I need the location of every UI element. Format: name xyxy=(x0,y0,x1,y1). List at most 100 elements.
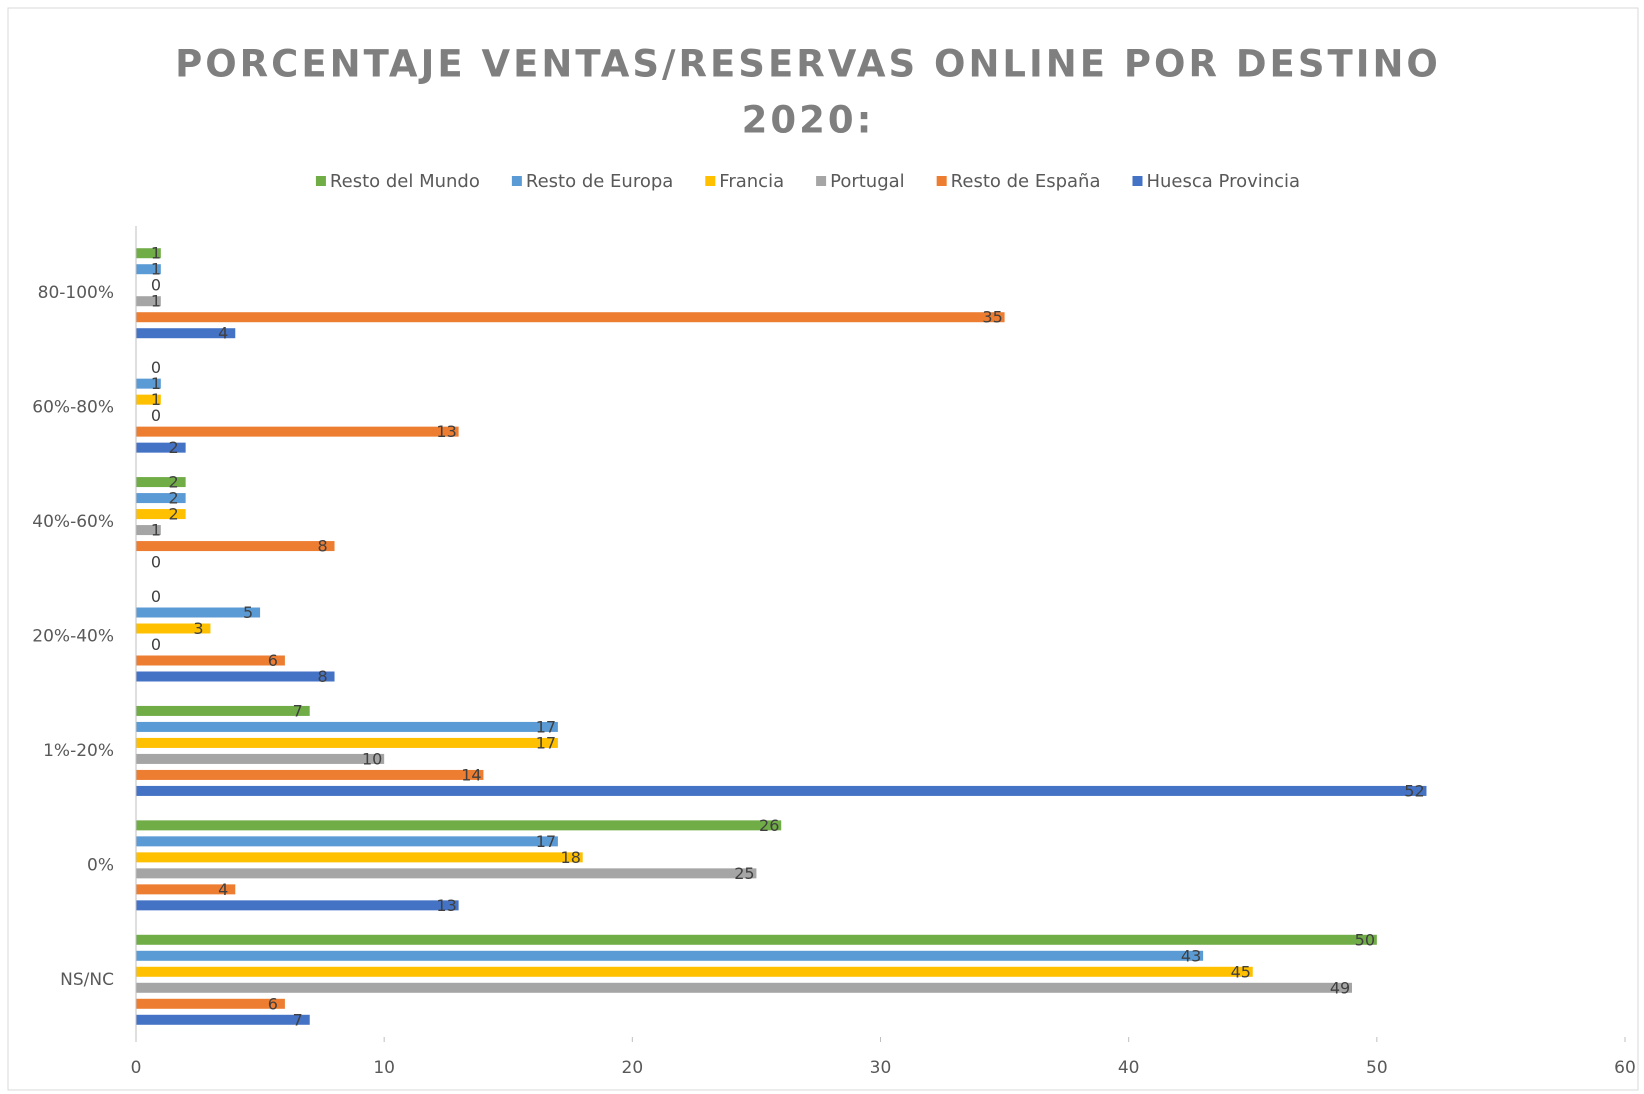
data-label: 8 xyxy=(317,667,327,686)
bar xyxy=(136,769,484,780)
bar xyxy=(136,753,385,764)
bar xyxy=(136,721,558,732)
bar xyxy=(136,394,161,405)
bar xyxy=(136,248,161,259)
data-label: 43 xyxy=(1181,946,1201,965)
bar xyxy=(136,737,558,748)
y-tick-label: 20%-40% xyxy=(32,627,114,647)
data-label: 6 xyxy=(268,651,278,670)
bar xyxy=(136,982,1353,993)
data-label: 1 xyxy=(151,260,161,279)
data-label: 1 xyxy=(151,521,161,540)
bar xyxy=(136,493,186,504)
legend-label: Resto de España xyxy=(951,171,1101,192)
data-label: 5 xyxy=(243,603,253,622)
bar xyxy=(136,998,285,1009)
x-tick-label: 50 xyxy=(1366,1058,1388,1078)
data-label: 49 xyxy=(1330,978,1350,997)
legend-swatch xyxy=(315,176,326,186)
bar xyxy=(136,442,186,453)
bar xyxy=(136,836,558,847)
data-label: 1 xyxy=(151,374,161,393)
bar xyxy=(136,868,757,879)
data-label: 0 xyxy=(151,587,161,606)
data-label: 14 xyxy=(461,765,481,784)
legend-label: Resto del Mundo xyxy=(330,171,480,192)
data-label: 17 xyxy=(536,832,556,851)
data-label: 45 xyxy=(1231,962,1251,981)
data-label: 13 xyxy=(436,896,456,915)
data-label: 0 xyxy=(151,276,161,295)
data-label: 26 xyxy=(759,816,779,835)
data-label: 13 xyxy=(436,422,456,441)
x-tick-label: 20 xyxy=(622,1058,644,1078)
y-tick-label: 1%-20% xyxy=(43,741,114,761)
chart-title: PORCENTAJE VENTAS/RESERVAS ONLINE POR DE… xyxy=(175,43,1441,86)
bar xyxy=(136,671,335,682)
data-label: 18 xyxy=(561,848,581,867)
bar xyxy=(136,378,161,389)
bar xyxy=(136,934,1377,945)
bar xyxy=(136,477,186,488)
bar xyxy=(136,541,335,552)
data-label: 3 xyxy=(193,619,203,638)
x-tick-label: 0 xyxy=(131,1058,142,1078)
bar xyxy=(136,900,459,911)
data-label: 8 xyxy=(317,537,327,556)
bar xyxy=(136,884,236,895)
y-tick-label: 80-100% xyxy=(38,283,114,303)
data-label: 0 xyxy=(151,635,161,654)
bar xyxy=(136,312,1005,323)
legend-swatch xyxy=(705,176,716,186)
bar xyxy=(136,328,236,339)
data-label: 10 xyxy=(362,749,382,768)
bar xyxy=(136,623,211,634)
data-label: 35 xyxy=(982,308,1002,327)
bar xyxy=(136,785,1427,796)
y-tick-label: 40%-60% xyxy=(32,512,114,532)
legend-swatch xyxy=(936,176,947,186)
chart-title: 2020: xyxy=(742,99,875,142)
data-label: 0 xyxy=(151,406,161,425)
legend-label: Huesca Provincia xyxy=(1146,171,1300,192)
data-label: 7 xyxy=(293,701,303,720)
data-label: 2 xyxy=(169,505,179,524)
bar xyxy=(136,1014,310,1025)
bar xyxy=(136,426,459,437)
data-label: 4 xyxy=(218,324,228,343)
legend-label: Francia xyxy=(719,171,784,192)
legend-swatch xyxy=(1132,176,1143,186)
bar xyxy=(136,296,161,307)
bar xyxy=(136,966,1253,977)
bar xyxy=(136,655,285,666)
data-label: 17 xyxy=(536,733,556,752)
data-label: 6 xyxy=(268,994,278,1013)
data-label: 0 xyxy=(151,553,161,572)
data-label: 50 xyxy=(1355,930,1375,949)
data-label: 1 xyxy=(151,292,161,311)
bar xyxy=(136,820,782,831)
x-tick-label: 10 xyxy=(373,1058,395,1078)
x-tick-label: 40 xyxy=(1118,1058,1140,1078)
y-tick-label: NS/NC xyxy=(60,970,114,990)
data-label: 17 xyxy=(536,717,556,736)
legend-label: Portugal xyxy=(830,171,905,192)
bar xyxy=(136,705,310,716)
x-tick-label: 60 xyxy=(1614,1058,1636,1078)
legend-swatch xyxy=(816,176,827,186)
data-label: 1 xyxy=(151,244,161,263)
data-label: 25 xyxy=(734,864,754,883)
data-label: 2 xyxy=(169,473,179,492)
data-label: 52 xyxy=(1404,781,1424,800)
y-tick-label: 60%-80% xyxy=(32,398,114,418)
data-label: 7 xyxy=(293,1010,303,1029)
bar xyxy=(136,509,186,520)
x-tick-label: 30 xyxy=(870,1058,892,1078)
y-tick-label: 0% xyxy=(87,855,114,875)
bar xyxy=(136,264,161,275)
legend-swatch xyxy=(511,176,522,186)
data-label: 4 xyxy=(218,880,228,899)
data-label: 0 xyxy=(151,358,161,377)
bar xyxy=(136,607,261,618)
